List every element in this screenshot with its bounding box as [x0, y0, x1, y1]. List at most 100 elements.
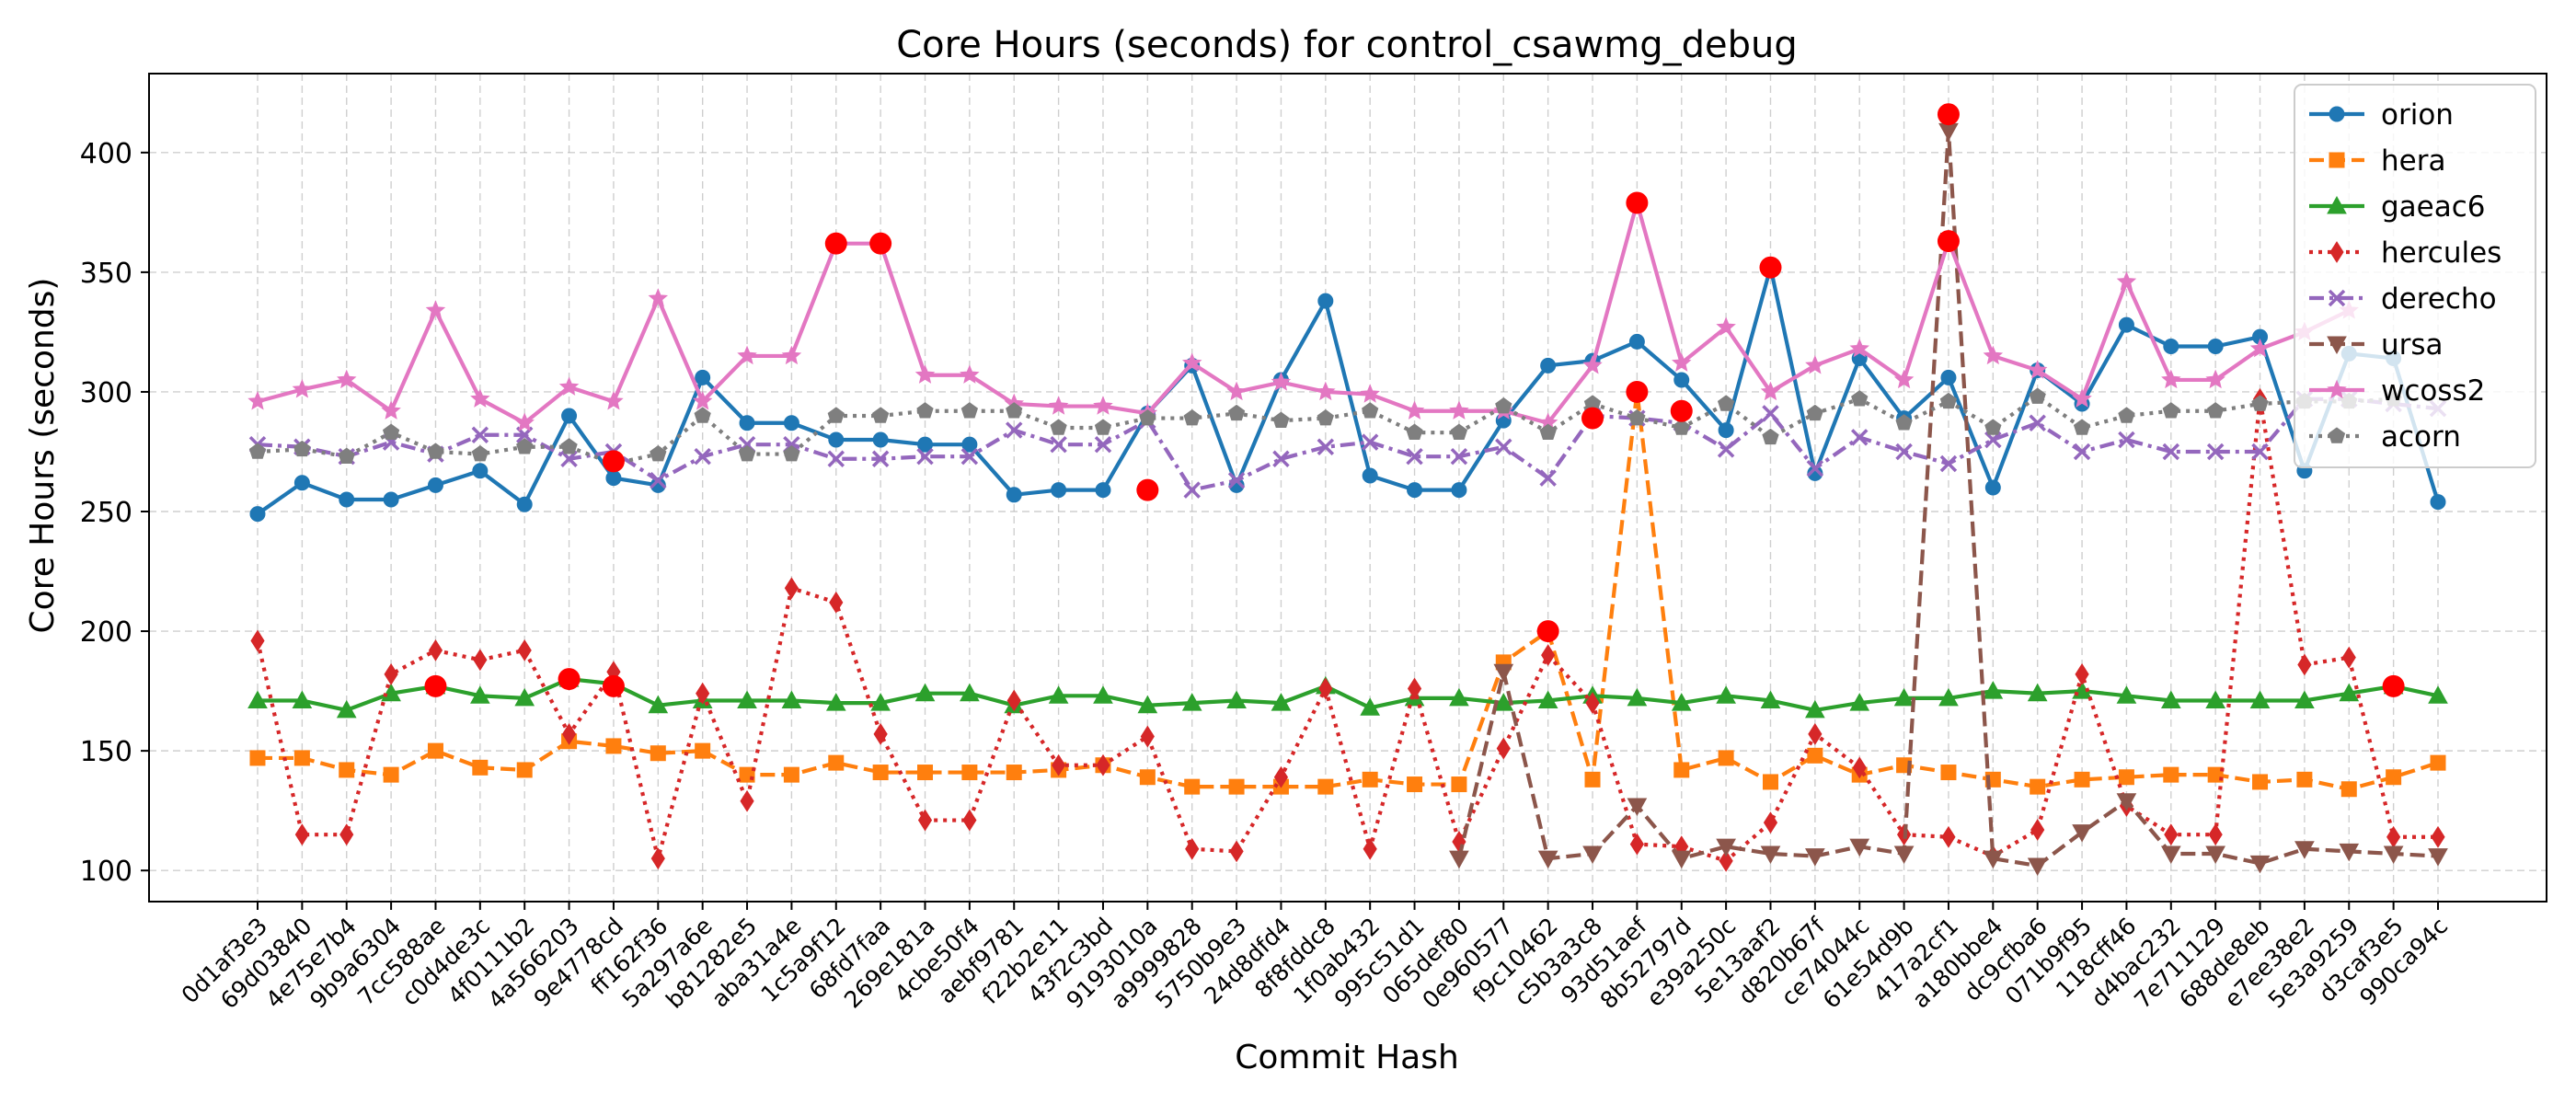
series-line-gaeac6	[258, 676, 2439, 713]
data-point-hera	[1184, 778, 1201, 795]
series-line-hercules	[255, 397, 2438, 863]
data-point-orion	[1673, 372, 1690, 388]
highlight-point	[1136, 478, 1159, 501]
data-point-wcoss2	[1983, 345, 2004, 365]
data-point-hera	[2207, 766, 2224, 783]
data-point-ursa	[2160, 845, 2181, 865]
data-point-wcoss2	[1760, 381, 1781, 401]
data-point-hera	[828, 754, 845, 771]
data-point-orion	[2430, 494, 2446, 511]
highlight-point	[1937, 103, 1960, 126]
data-point-orion	[1628, 333, 1645, 350]
data-point-gaeac6	[1983, 681, 2004, 699]
data-point-hera	[650, 745, 666, 762]
data-point-wcoss2	[2116, 270, 2137, 291]
data-point-gaeac6	[1849, 693, 1870, 711]
data-point-hera	[1940, 765, 1957, 781]
data-point-acorn	[650, 444, 667, 462]
data-point-derecho	[1361, 433, 1379, 451]
data-point-acorn	[293, 440, 311, 457]
highlight-group	[424, 103, 2405, 697]
data-point-acorn	[427, 443, 444, 459]
legend-item-wcoss2: wcoss2	[2309, 374, 2485, 408]
legend-item-gaeac6: gaeac6	[2309, 190, 2486, 224]
data-point-gaeac6	[1181, 693, 1202, 711]
data-point-acorn	[2251, 395, 2269, 411]
data-point-derecho	[1272, 450, 1290, 468]
data-point-hera	[1718, 750, 1734, 766]
data-point-hera	[383, 766, 399, 783]
data-point-hercules	[696, 682, 710, 705]
data-point-hera	[917, 765, 934, 781]
data-point-wcoss2	[2249, 338, 2271, 358]
data-point-orion	[961, 436, 978, 453]
data-point-derecho	[694, 447, 711, 466]
data-point-hercules	[2030, 819, 2045, 841]
data-point-hercules	[1140, 725, 1155, 748]
highlight-point	[1670, 399, 1693, 422]
data-point-wcoss2	[1672, 352, 1692, 372]
legend-item-hera: hera	[2309, 144, 2445, 178]
legend-item-acorn: acorn	[2309, 420, 2461, 454]
data-point-hercules	[517, 638, 532, 661]
data-point-acorn	[1406, 423, 1423, 440]
data-point-gaeac6	[2249, 690, 2271, 709]
data-point-acorn	[2207, 402, 2225, 419]
data-point-hercules	[2341, 646, 2356, 669]
data-point-hercules	[2386, 825, 2401, 848]
data-point-derecho	[960, 447, 979, 466]
data-point-ursa	[1627, 798, 1648, 816]
data-point-wcoss2	[1849, 338, 1869, 358]
data-point-hera	[516, 762, 533, 778]
chart-title: Core Hours (seconds) for control_csawmg_…	[896, 24, 1798, 66]
data-point-acorn	[1227, 404, 1246, 421]
data-point-derecho	[1495, 438, 1512, 456]
data-point-ursa	[1983, 850, 2004, 869]
legend-item-orion: orion	[2309, 98, 2454, 132]
data-point-ursa	[2339, 843, 2360, 862]
data-point-gaeac6	[1805, 699, 1825, 719]
series-group	[247, 122, 2448, 877]
data-point-acorn	[1272, 411, 1290, 428]
data-point-acorn	[2073, 419, 2091, 435]
highlight-point	[824, 232, 847, 255]
data-point-hera	[2340, 781, 2357, 798]
data-point-ursa	[1671, 850, 1692, 869]
data-point-acorn	[2029, 387, 2046, 404]
data-point-acorn	[694, 407, 711, 423]
legend-marker	[2327, 336, 2347, 355]
data-point-orion	[2163, 339, 2179, 355]
data-point-wcoss2	[2205, 369, 2225, 389]
data-point-wcoss2	[781, 345, 802, 365]
data-point-gaeac6	[825, 693, 846, 711]
data-point-ursa	[1716, 838, 1736, 857]
highlight-point	[558, 668, 581, 691]
data-point-orion	[872, 431, 889, 448]
data-point-derecho	[2251, 443, 2269, 461]
data-point-hercules	[2208, 823, 2223, 846]
data-point-acorn	[338, 447, 355, 464]
highlight-point	[424, 674, 447, 697]
data-point-derecho	[1806, 459, 1824, 477]
data-point-gaeac6	[1760, 690, 1781, 709]
data-point-wcoss2	[1716, 316, 1736, 336]
data-point-hercules	[1541, 644, 1556, 667]
data-point-orion	[1540, 357, 1557, 374]
y-tick-label: 100	[80, 856, 132, 888]
data-point-hera	[2030, 778, 2046, 795]
data-point-orion	[1407, 482, 1423, 499]
data-point-hercules	[1496, 737, 1511, 760]
data-point-wcoss2	[604, 391, 624, 410]
data-point-derecho	[1450, 447, 1468, 466]
data-point-orion	[1006, 487, 1022, 503]
data-point-derecho	[1939, 454, 1958, 473]
data-point-gaeac6	[1627, 687, 1648, 707]
data-point-hercules	[1363, 837, 1377, 860]
data-point-derecho	[650, 471, 667, 489]
data-point-gaeac6	[648, 695, 669, 714]
y-axis-label: Core Hours (seconds)	[24, 278, 62, 634]
data-point-hera	[2386, 769, 2402, 786]
data-point-hercules	[1273, 765, 1289, 788]
y-tick-label: 150	[80, 736, 132, 768]
data-point-orion	[739, 415, 755, 431]
